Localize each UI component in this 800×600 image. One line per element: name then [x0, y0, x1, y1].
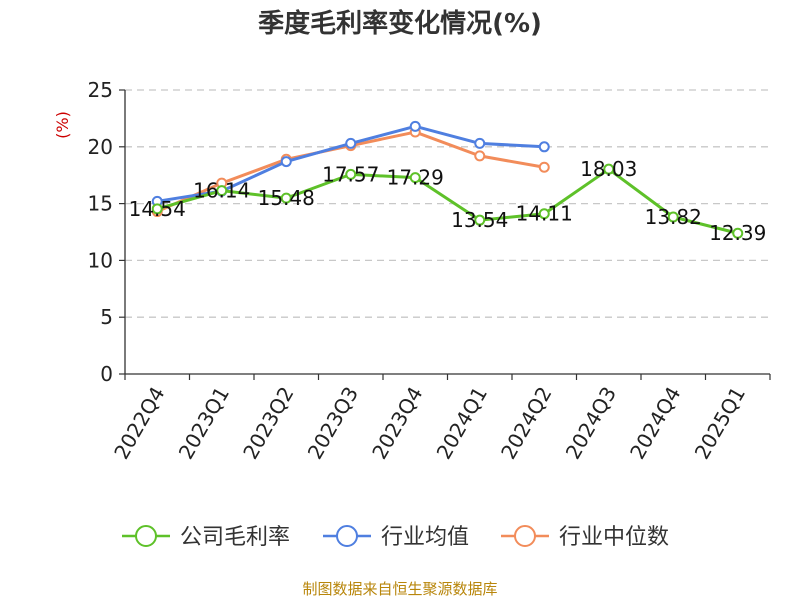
- data-label: 15.48: [258, 186, 315, 210]
- legend-marker: [135, 525, 157, 547]
- data-point: [538, 161, 550, 173]
- y-tick-label: 10: [88, 248, 113, 272]
- data-point: [474, 150, 486, 162]
- data-point: [345, 168, 357, 180]
- data-label: 14.54: [129, 197, 186, 221]
- data-point: [538, 141, 550, 153]
- axes: [124, 90, 770, 375]
- data-label: 14.11: [516, 202, 573, 226]
- series-lines: [151, 120, 744, 239]
- x-tick-label: 2023Q3: [303, 383, 363, 464]
- x-tick-label: 2024Q4: [625, 383, 685, 464]
- y-tick-label: 15: [88, 192, 113, 216]
- x-tick-label: 2024Q1: [432, 383, 492, 464]
- data-label: 16.14: [193, 179, 250, 203]
- data-label: 18.03: [580, 157, 637, 181]
- data-label: 13.82: [645, 205, 702, 229]
- legend-label: 行业中位数: [559, 525, 669, 550]
- data-point: [216, 185, 228, 197]
- x-tick-label: 2023Q4: [367, 383, 427, 464]
- data-point: [409, 172, 421, 184]
- data-point: [732, 227, 744, 239]
- legend: 公司毛利率 行业均值 行业中位数: [122, 525, 669, 550]
- series-line: [156, 167, 739, 235]
- y-tick-label: 5: [100, 305, 113, 329]
- data-point: [667, 211, 679, 223]
- data-point: [474, 137, 486, 149]
- data-point: [280, 192, 292, 204]
- legend-label: 公司毛利率: [180, 525, 290, 550]
- legend-marker: [514, 525, 536, 547]
- chart-title: 季度毛利率变化情况(%): [258, 8, 542, 39]
- y-tick-label: 0: [100, 362, 113, 386]
- legend-label: 行业均值: [381, 525, 469, 550]
- data-label: 13.54: [451, 208, 508, 232]
- data-point: [538, 208, 550, 220]
- x-tick-label: 2023Q2: [238, 383, 298, 464]
- x-tick-label: 2025Q1: [690, 383, 750, 464]
- x-tick-label: 2022Q4: [109, 383, 169, 464]
- data-labels: 14.54 16.14 15.48 17.57 17.29 13.54 14.11 18.03…: [129, 157, 767, 245]
- y-tick-label: 25: [88, 78, 113, 102]
- x-tick-label: 2024Q3: [561, 383, 621, 464]
- data-label: 17.29: [387, 166, 444, 190]
- data-point: [151, 203, 163, 215]
- x-axis-ticks: 2022Q4 2023Q1 2023Q2 2023Q3 2023Q4 2024Q1 2024…: [109, 374, 771, 464]
- x-tick-label: 2023Q1: [174, 383, 234, 464]
- data-point: [345, 137, 357, 149]
- data-label: 12.39: [709, 221, 766, 245]
- y-axis-ticks: 0 5 10 15 20 25: [88, 78, 125, 386]
- data-point: [603, 163, 615, 175]
- gridlines: [125, 89, 770, 318]
- source-note: 制图数据来自恒生聚源数据库: [302, 580, 497, 598]
- x-tick-label: 2024Q2: [496, 383, 556, 464]
- data-point: [474, 214, 486, 226]
- data-label: 17.57: [322, 162, 379, 186]
- data-point: [280, 156, 292, 168]
- legend-marker: [336, 525, 358, 547]
- y-axis-unit-label: (%): [53, 111, 72, 139]
- data-point: [409, 120, 421, 132]
- y-tick-label: 20: [88, 135, 113, 159]
